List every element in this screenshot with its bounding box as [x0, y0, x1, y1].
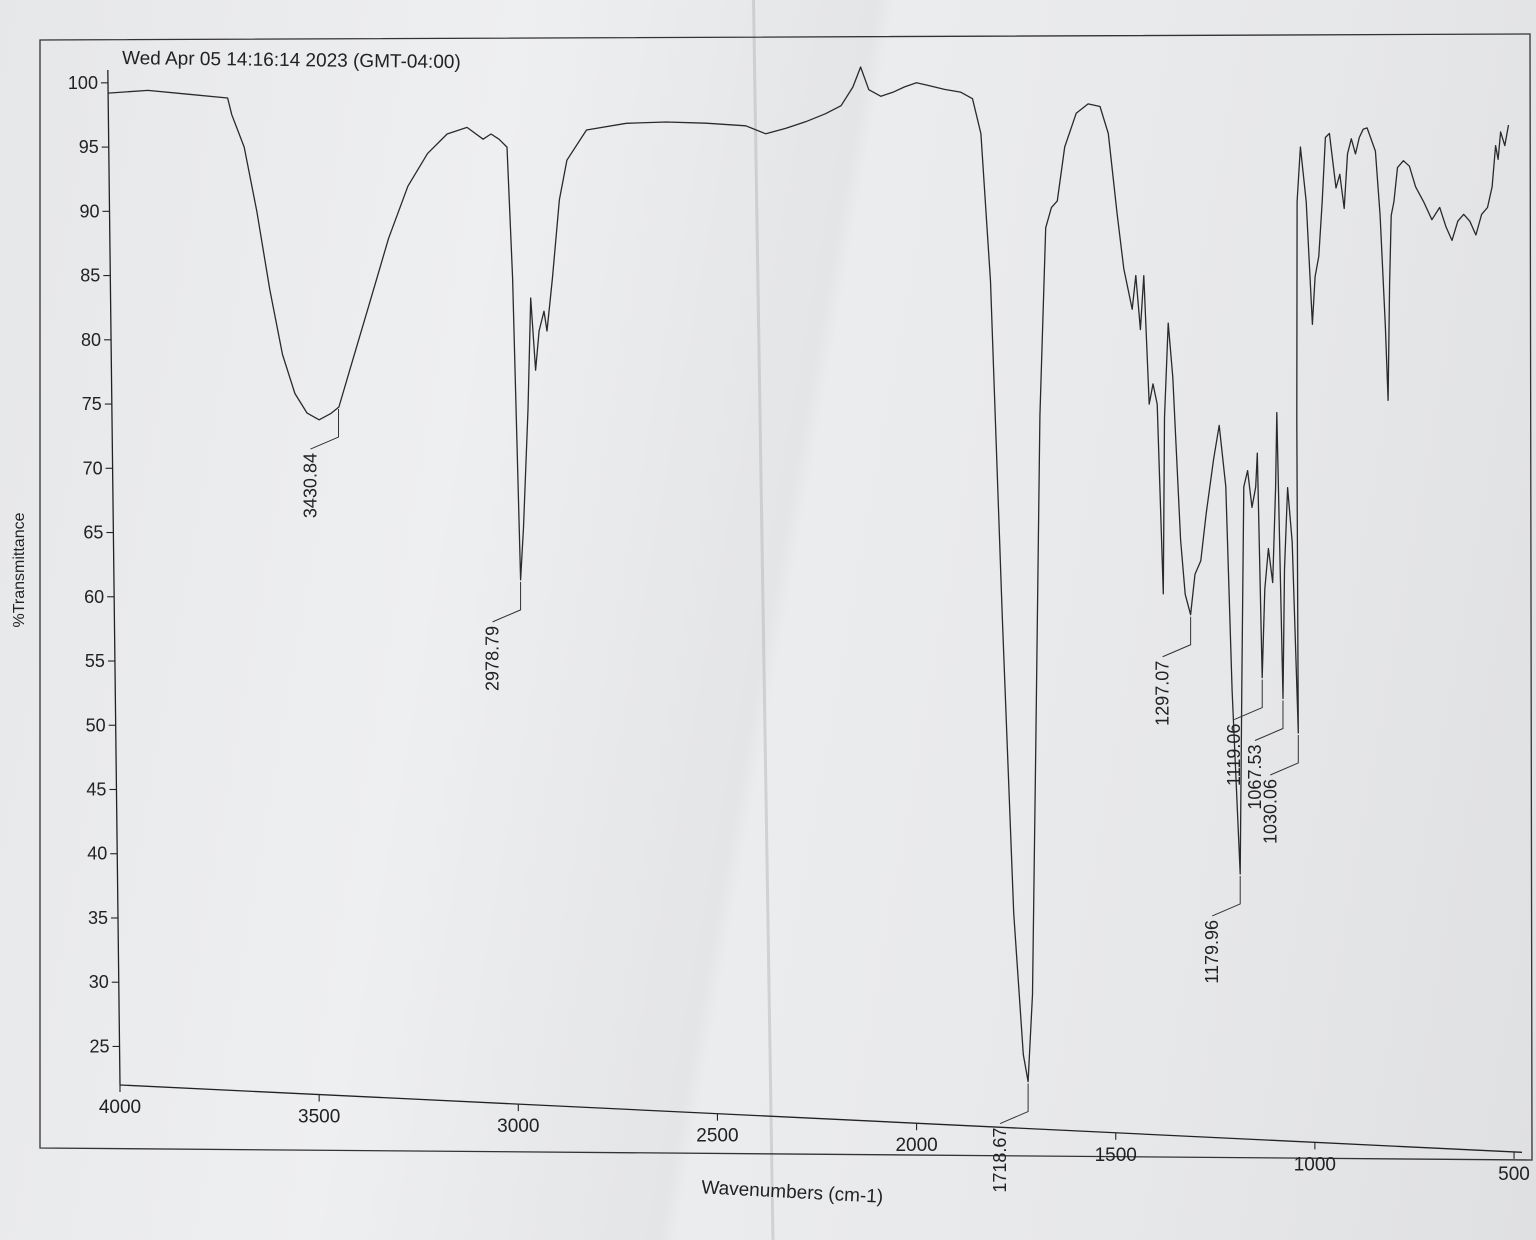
peak-leader-line — [311, 409, 339, 449]
peak-annotation: 3430.84 — [301, 409, 339, 518]
x-tick-label: 2500 — [696, 1126, 738, 1147]
x-tick-label: 500 — [1498, 1164, 1530, 1185]
peak-label: 1297.07 — [1153, 661, 1173, 726]
y-tick-label: 50 — [86, 715, 106, 735]
y-tick-label: 40 — [87, 844, 107, 864]
peak-label: 1718.67 — [990, 1128, 1010, 1193]
peak-leader-line — [1255, 701, 1283, 741]
y-tick-label: 90 — [79, 201, 99, 221]
peak-label: 1179.96 — [1202, 920, 1222, 984]
x-tick-label: 1500 — [1095, 1145, 1137, 1166]
x-tick-label: 1000 — [1294, 1154, 1336, 1175]
axes — [101, 70, 1522, 1159]
y-tick-label: 55 — [85, 651, 105, 671]
y-tick-label: 70 — [83, 458, 103, 478]
peak-leader-line — [1212, 876, 1240, 916]
peak-leader-line — [1163, 617, 1191, 657]
peak-annotation: 1179.96 — [1202, 876, 1240, 984]
y-tick-label: 100 — [68, 73, 98, 93]
x-axis-label: Wavenumbers (cm-1) — [701, 1177, 884, 1207]
spectrum-line — [108, 67, 1508, 1082]
tick-labels: 25 30 35 40 45 50 55 60 65 70 75 80 85 90 95 100 4000 350… — [68, 73, 1530, 1185]
chart-title: Wed Apr 05 14:16:14 2023 (GMT-04:00) — [122, 48, 461, 73]
peak-annotation: 2978.79 — [483, 582, 521, 691]
peak-annotations: 3430.84 2978.79 1718.67 1297.07 1179.96 1119.… — [301, 409, 1299, 1193]
y-tick-label: 30 — [89, 972, 109, 992]
peak-leader-line — [1234, 680, 1262, 720]
spectrum-series — [108, 67, 1508, 1082]
y-tick-label: 95 — [79, 137, 99, 157]
peak-annotation: 1718.67 — [990, 1084, 1028, 1193]
y-tick-label: 85 — [80, 266, 100, 286]
y-tick-label: 45 — [86, 779, 106, 799]
peak-leader-line — [493, 582, 521, 622]
y-tick-label: 60 — [84, 587, 104, 607]
peak-annotation: 1030.06 — [1260, 735, 1298, 844]
peak-annotation: 1297.07 — [1153, 617, 1191, 726]
y-axis-label: %Transmittance — [11, 512, 28, 627]
x-tick-label: 3500 — [298, 1107, 340, 1128]
y-tick-label: 35 — [88, 908, 108, 928]
y-tick-label: 75 — [82, 394, 102, 414]
peak-leader-line — [1270, 735, 1298, 775]
x-tick-label: 3000 — [497, 1116, 539, 1137]
peak-label: 1030.06 — [1260, 779, 1280, 844]
plot-frame — [40, 34, 1532, 1160]
y-axis-line — [108, 70, 120, 1085]
peak-label: 1119.06 — [1224, 724, 1244, 786]
y-tick-label: 25 — [90, 1036, 110, 1056]
peak-label: 3430.84 — [301, 453, 321, 518]
peak-label: 2978.79 — [483, 626, 503, 691]
x-tick-label: 2000 — [895, 1135, 937, 1156]
peak-leader-line — [1000, 1084, 1028, 1124]
y-tick-label: 65 — [83, 523, 103, 543]
y-tick-label: 80 — [81, 330, 101, 350]
x-tick-label: 4000 — [99, 1097, 141, 1118]
